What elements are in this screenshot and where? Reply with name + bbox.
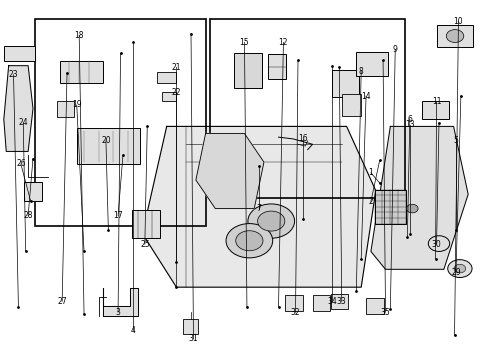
Bar [422,102,448,118]
Bar [35,19,205,226]
Text: 3: 3 [115,308,120,317]
Bar [157,72,176,83]
Bar [285,296,302,311]
Bar [436,25,472,47]
Bar [331,70,358,97]
Text: 14: 14 [361,91,370,100]
Circle shape [247,204,294,238]
Text: 18: 18 [74,31,84,40]
Polygon shape [196,134,264,208]
Bar [183,319,198,334]
Circle shape [406,204,417,213]
Bar [77,128,140,164]
Bar [312,296,329,311]
Text: 17: 17 [113,211,122,220]
Bar [330,294,347,309]
Text: 28: 28 [23,211,33,220]
Polygon shape [4,66,33,152]
Bar [24,182,42,201]
Text: 1: 1 [368,168,372,177]
Text: 26: 26 [16,159,25,168]
Text: 11: 11 [431,97,440,106]
Bar [267,54,286,79]
Circle shape [446,30,463,42]
Text: 22: 22 [171,88,181,97]
Text: 16: 16 [297,134,307,143]
Text: 9: 9 [392,45,397,54]
Bar [366,298,383,314]
Bar [341,94,361,116]
Text: 20: 20 [101,136,110,145]
Text: 25: 25 [140,240,149,249]
Polygon shape [142,126,375,287]
Text: 5: 5 [453,136,458,145]
Text: 15: 15 [239,38,249,47]
Bar [131,210,160,238]
Circle shape [447,260,471,278]
Text: 27: 27 [57,297,67,306]
Text: 4: 4 [130,325,135,334]
Bar [374,190,406,224]
Text: 23: 23 [9,70,19,79]
Text: 29: 29 [450,268,460,277]
Text: 31: 31 [188,334,198,343]
Text: 24: 24 [19,118,28,127]
Polygon shape [370,126,467,269]
Bar [356,52,387,76]
Bar [57,102,74,117]
Text: 34: 34 [326,297,336,306]
Text: 32: 32 [290,308,300,317]
Text: 6: 6 [407,115,411,124]
Text: 30: 30 [431,240,441,249]
Bar [162,93,176,102]
Circle shape [225,224,272,258]
Text: 13: 13 [404,120,414,129]
Text: 33: 33 [336,297,346,306]
Circle shape [235,231,263,251]
Bar [60,61,103,83]
Bar [4,46,35,62]
Circle shape [427,236,449,251]
Text: 19: 19 [72,100,81,109]
Polygon shape [103,288,137,316]
Text: 7: 7 [256,204,261,213]
Text: 35: 35 [380,308,389,317]
Text: 8: 8 [358,67,363,76]
Circle shape [453,264,465,273]
Bar [233,53,262,88]
Text: 2: 2 [368,197,372,206]
Text: 12: 12 [278,38,287,47]
Bar [210,19,404,198]
Text: 10: 10 [453,17,462,26]
Text: 21: 21 [171,63,181,72]
Circle shape [257,211,285,231]
